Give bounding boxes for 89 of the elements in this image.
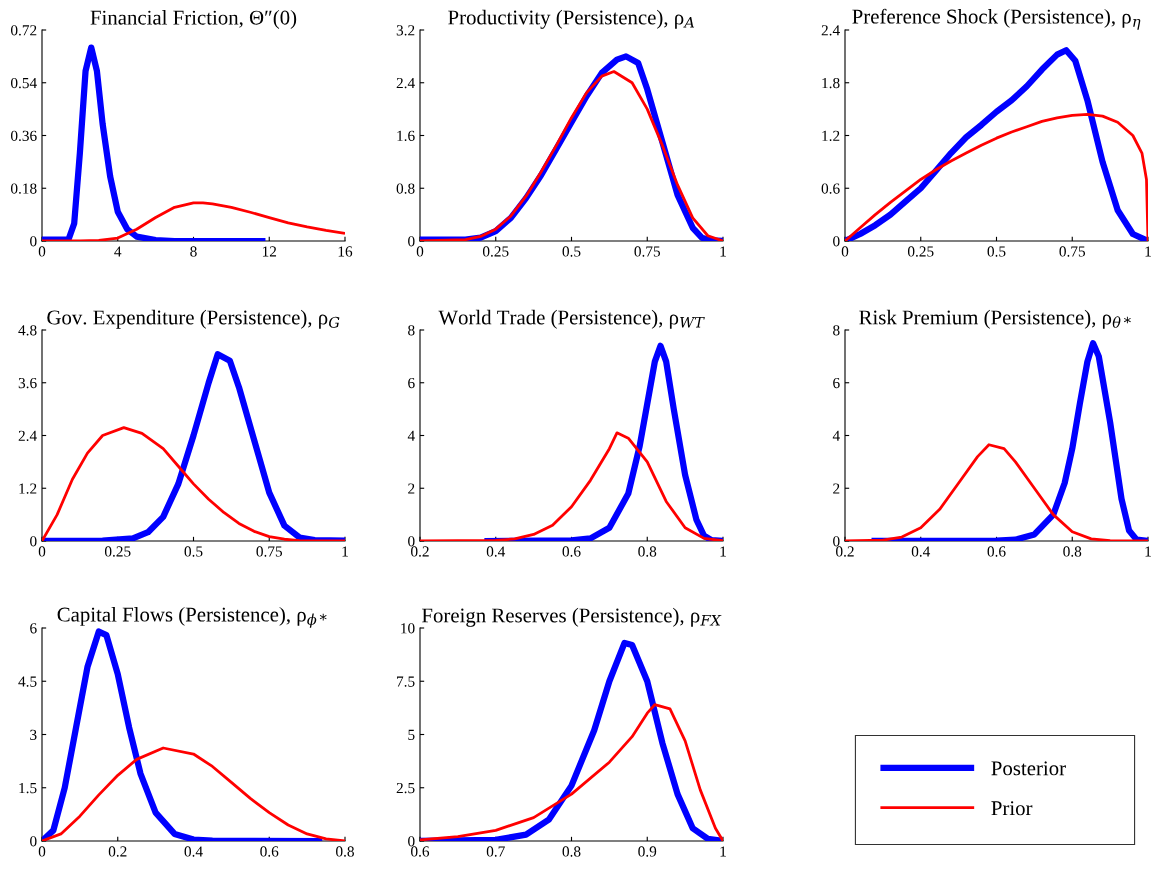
- y-tick-label: 1.5: [19, 782, 37, 794]
- y-tick-label: 1.8: [822, 77, 840, 89]
- x-tick-label: 0.75: [634, 246, 661, 257]
- y-tick-label: 6: [408, 377, 415, 389]
- chart-title: Risk Premium (Persistence), ρ$_{θ*}$: [859, 309, 1131, 329]
- chart-title: Foreign Reserves (Persistence), ρ$_{FX}$: [421, 607, 722, 627]
- x-tick-label: 0.5: [184, 546, 203, 557]
- y-tick-label: 0: [30, 836, 37, 847]
- y-tick-label: 4.5: [18, 676, 37, 687]
- y-tick-label: 3.6: [18, 377, 37, 389]
- y-tick-label: 2.4: [821, 25, 840, 36]
- y-tick-label: 0.36: [10, 130, 37, 142]
- x-tick-label: 0: [38, 246, 46, 257]
- y-tick-label: 4: [832, 430, 840, 441]
- x-tick-label: 0.75: [256, 546, 283, 557]
- x-tick-label: 0.4: [486, 546, 506, 557]
- x-tick-label: 0.75: [1059, 246, 1086, 257]
- x-tick-label: 0.8: [638, 546, 657, 557]
- y-tick-label: 1.6: [397, 130, 415, 142]
- x-tick-label: 0.8: [336, 846, 354, 857]
- y-tick-label: 6: [833, 377, 840, 389]
- x-tick-label: 0.8: [562, 846, 581, 857]
- y-tick-label: 0: [833, 236, 840, 247]
- y-tick-label: 7.5: [397, 676, 415, 687]
- y-tick-label: 10: [401, 623, 415, 634]
- y-tick-label: 0.18: [10, 183, 37, 194]
- chart-title: Gov. Expenditure (Persistence), ρ$_{G}$: [47, 309, 340, 329]
- y-tick-label: 0: [408, 236, 415, 247]
- x-tick-label: 1: [720, 846, 726, 857]
- x-tick-label: 0.6: [987, 546, 1006, 557]
- chart-title: Productivity (Persistence), ρ$_{A}$: [448, 9, 695, 29]
- y-tick-label: 0.6: [821, 183, 840, 194]
- y-tick-label: 8: [408, 325, 415, 336]
- y-tick-label: 0: [408, 836, 415, 847]
- y-tick-label: 5: [408, 729, 415, 740]
- x-tick-label: 1: [720, 546, 726, 557]
- y-tick-label: 1.2: [822, 130, 840, 142]
- y-tick-label: 0: [30, 536, 37, 547]
- legend-label: Prior: [991, 801, 1033, 816]
- y-tick-label: 2: [408, 483, 415, 494]
- x-tick-label: 0.25: [482, 246, 509, 257]
- x-tick-label: 16: [338, 246, 353, 257]
- y-tick-label: 6: [30, 623, 37, 634]
- x-tick-label: 8: [190, 246, 197, 257]
- y-tick-label: 1.2: [19, 483, 37, 494]
- x-tick-label: 0: [841, 246, 849, 257]
- y-tick-label: 2: [833, 483, 840, 494]
- x-tick-label: 0.6: [562, 546, 581, 557]
- x-tick-label: 0.2: [108, 846, 127, 857]
- x-tick-label: 0.8: [1063, 546, 1082, 557]
- x-tick-label: 12: [262, 246, 277, 257]
- x-tick-label: 0: [38, 846, 46, 857]
- x-tick-label: 0.4: [184, 846, 203, 857]
- y-tick-label: 0: [30, 236, 37, 247]
- x-tick-label: 1: [342, 546, 348, 557]
- x-tick-label: 0.5: [987, 246, 1006, 257]
- y-tick-label: 2.4: [396, 77, 415, 89]
- x-tick-label: 0.25: [104, 546, 131, 557]
- x-tick-label: 4: [114, 246, 122, 257]
- y-tick-label: 0.8: [396, 183, 415, 194]
- x-tick-label: 0.4: [911, 546, 931, 557]
- legend-label: Posterior: [991, 761, 1066, 776]
- y-tick-label: 2.5: [396, 782, 415, 794]
- x-tick-label: 0.2: [411, 546, 429, 557]
- x-tick-label: 0.7: [486, 846, 505, 857]
- y-tick-label: 0.72: [10, 25, 37, 36]
- y-tick-label: 3: [30, 729, 37, 740]
- x-tick-label: 0.5: [562, 246, 581, 257]
- y-tick-label: 2.4: [18, 430, 37, 442]
- y-tick-label: 0.54: [10, 77, 37, 89]
- chart-title: Capital Flows (Persistence), ρ$_{ϕ*}$: [57, 606, 327, 628]
- y-tick-label: 0: [833, 536, 840, 547]
- x-tick-label: 0: [416, 246, 424, 257]
- x-tick-label: 1: [720, 246, 726, 257]
- y-tick-label: 3.2: [396, 25, 415, 36]
- y-tick-label: 0: [408, 536, 415, 547]
- chart-title: World Trade (Persistence), ρ$_{WT}$: [438, 309, 705, 329]
- x-tick-label: 0.9: [638, 846, 657, 857]
- chart-title: Preference Shock (Persistence), ρ$_{η}$: [852, 8, 1141, 30]
- x-tick-label: 0.25: [907, 246, 934, 257]
- y-tick-label: 4.8: [18, 325, 37, 336]
- x-tick-label: 0: [38, 546, 46, 557]
- y-tick-label: 8: [833, 325, 840, 336]
- y-tick-label: 4: [407, 430, 415, 441]
- x-tick-label: 0.2: [836, 546, 854, 557]
- x-tick-label: 0.6: [260, 846, 279, 857]
- x-tick-label: 1: [1145, 546, 1151, 557]
- x-tick-label: 1: [1145, 246, 1151, 257]
- chart-title: Financial Friction, Θ″(0): [90, 9, 297, 29]
